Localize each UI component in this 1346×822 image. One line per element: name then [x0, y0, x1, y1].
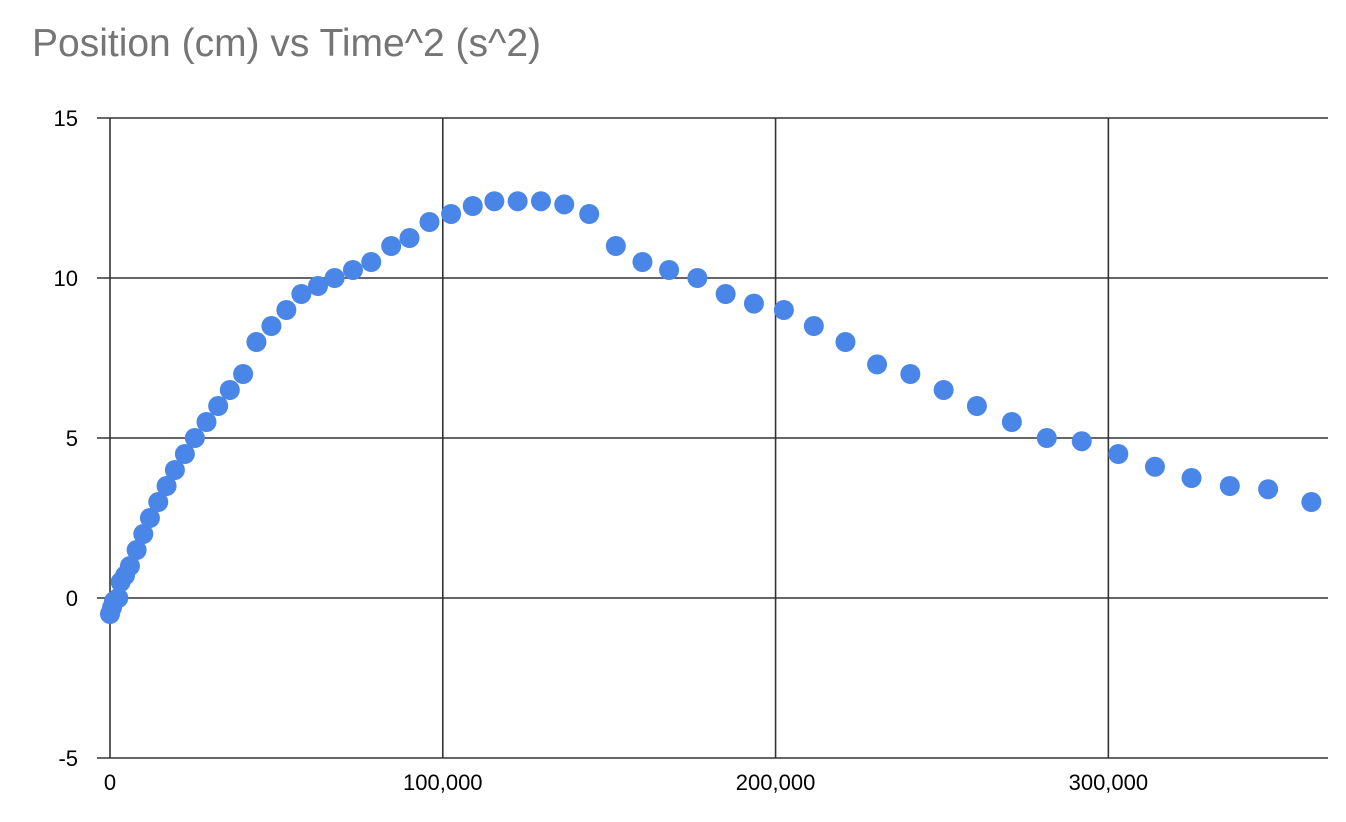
data-point	[164, 460, 185, 480]
data-point	[261, 316, 282, 336]
data-point	[1219, 476, 1240, 496]
y-tick-label: 10	[54, 266, 78, 291]
data-point	[1181, 468, 1202, 488]
data-point	[554, 194, 575, 215]
data-point	[184, 428, 205, 448]
data-point	[579, 204, 600, 224]
data-point	[659, 260, 680, 280]
data-point	[484, 191, 505, 212]
data-point	[361, 252, 382, 272]
data-points	[100, 191, 1322, 624]
data-point	[933, 380, 954, 400]
data-point	[342, 260, 363, 280]
data-point	[867, 354, 888, 375]
x-axis-tick-labels: 0 100,000 200,000 300,000	[104, 770, 1148, 795]
data-point	[156, 476, 177, 496]
y-tick-label: 5	[66, 426, 78, 451]
data-point	[324, 268, 345, 288]
data-point	[462, 196, 483, 216]
data-point	[715, 284, 736, 304]
data-point	[966, 396, 987, 416]
y-axis-tick-labels: -5 0 5 10 15	[54, 106, 78, 771]
data-point	[291, 284, 312, 304]
data-point	[835, 332, 856, 352]
data-point	[1144, 456, 1165, 477]
x-tick-label: 0	[104, 770, 116, 795]
data-point	[307, 276, 328, 296]
data-point	[133, 524, 154, 544]
gridlines	[97, 117, 1328, 759]
data-point	[803, 316, 824, 336]
data-point	[139, 508, 160, 528]
data-point	[632, 252, 653, 272]
data-point	[233, 364, 254, 384]
data-point	[1301, 492, 1322, 512]
data-point	[196, 412, 217, 432]
data-point	[743, 293, 764, 314]
data-point	[1258, 479, 1279, 500]
data-point	[687, 268, 708, 288]
data-point	[507, 191, 528, 212]
data-point	[108, 588, 129, 608]
data-point	[1108, 444, 1129, 464]
y-tick-label: 15	[54, 106, 78, 131]
y-tick-label: -5	[58, 746, 78, 771]
data-point	[419, 212, 440, 232]
data-point	[900, 364, 921, 384]
data-point	[605, 236, 626, 256]
data-point	[208, 396, 229, 416]
data-point	[148, 492, 169, 512]
data-point	[399, 228, 420, 248]
data-point	[773, 300, 794, 320]
data-point	[530, 191, 551, 212]
data-point	[276, 300, 297, 320]
data-point	[1036, 428, 1057, 448]
y-tick-label: 0	[66, 586, 78, 611]
x-tick-label: 300,000	[1069, 770, 1149, 795]
data-point	[119, 556, 140, 576]
x-tick-label: 100,000	[403, 770, 483, 795]
x-tick-label: 200,000	[736, 770, 816, 795]
data-point	[174, 444, 195, 464]
data-point	[441, 204, 462, 224]
data-point	[126, 540, 147, 560]
chart-title: Position (cm) vs Time^2 (s^2)	[32, 22, 542, 65]
data-point	[381, 236, 402, 256]
data-point	[219, 380, 240, 400]
data-point	[1001, 412, 1022, 432]
data-point	[1071, 431, 1092, 452]
data-point	[246, 332, 267, 352]
